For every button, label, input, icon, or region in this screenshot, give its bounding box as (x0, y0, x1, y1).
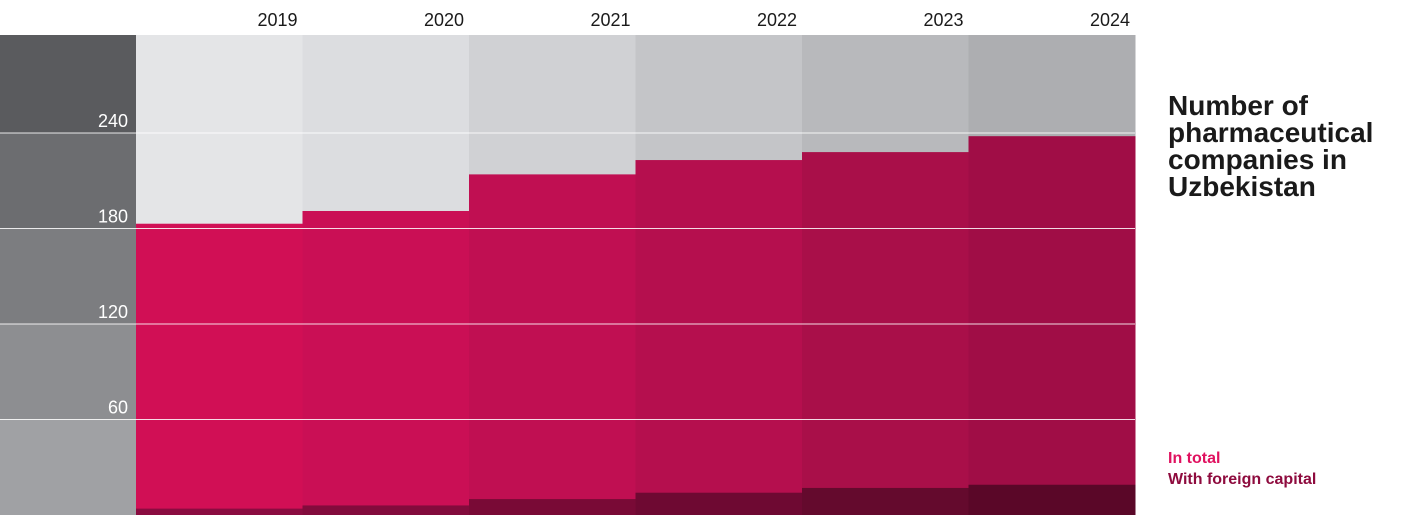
bar-in-total (302, 210, 470, 515)
y-tick-labels: 60 120 180 240 (98, 111, 128, 418)
x-tick-label: 2019 (257, 10, 297, 30)
bar-in-total (136, 223, 303, 515)
chart-title: Number of pharmaceutical companies in Uz… (1168, 90, 1374, 202)
x-tick-label: 2024 (1090, 10, 1130, 30)
bars-in-total (136, 136, 1136, 515)
legend-item-with-foreign-capital: With foreign capital (1168, 471, 1317, 488)
bars-with-foreign-capital (136, 484, 1136, 515)
bar-in-total (802, 152, 969, 515)
x-tick-label: 2020 (424, 10, 464, 30)
bar-with-foreign-capital (635, 492, 803, 515)
y-axis-band (0, 324, 136, 420)
chart: 60 120 180 240 2019 2020 2021 2022 2023 2024 (0, 10, 1136, 515)
gridlines (0, 132, 1135, 420)
y-axis-band (0, 419, 136, 515)
bar-in-total (635, 160, 803, 515)
y-tick-label: 120 (98, 302, 128, 322)
y-tick-label: 240 (98, 111, 128, 131)
y-tick-label: 180 (98, 207, 128, 227)
bar-with-foreign-capital (302, 505, 470, 515)
x-tick-label: 2023 (923, 10, 963, 30)
x-tick-label: 2022 (757, 10, 797, 30)
y-axis-band (0, 133, 136, 229)
y-axis-panel (0, 35, 136, 515)
bar-with-foreign-capital (968, 484, 1136, 515)
bar-with-foreign-capital (802, 487, 969, 515)
y-tick-label: 60 (108, 398, 128, 418)
x-tick-labels: 2019 2020 2021 2022 2023 2024 (257, 10, 1130, 30)
legend-item-in-total: In total (1168, 450, 1221, 467)
bar-with-foreign-capital (136, 508, 303, 515)
legend: In total With foreign capital (1168, 448, 1316, 490)
bar-with-foreign-capital (469, 499, 636, 515)
x-tick-label: 2021 (590, 10, 630, 30)
y-axis-band (0, 35, 136, 133)
y-axis-band (0, 228, 136, 324)
bar-in-total (968, 136, 1136, 515)
bar-in-total (469, 174, 636, 515)
